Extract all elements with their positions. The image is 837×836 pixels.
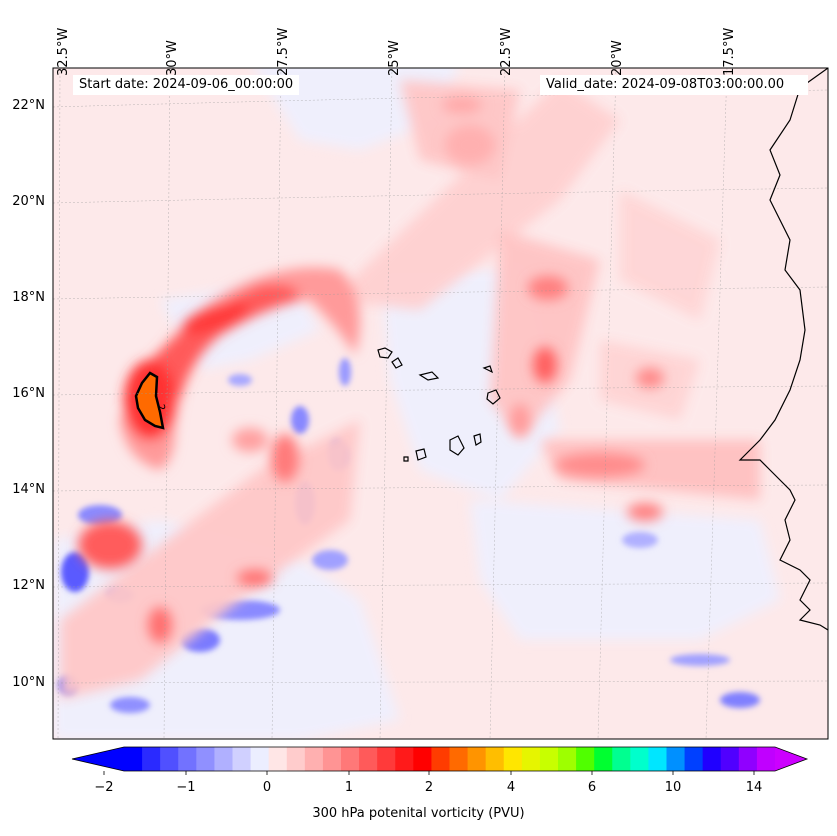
colorbar-tick-label: −1 — [176, 780, 196, 795]
colorbar-tick-label: 6 — [587, 780, 597, 795]
start-date-label: Start date: 2024-09-06_00:00:00 — [73, 75, 300, 95]
colorbar-tick-label: 4 — [506, 780, 516, 795]
colorbar-cell — [467, 747, 487, 771]
colorbar-cell — [395, 747, 414, 771]
colorbar — [71, 746, 809, 775]
colorbar-cell — [304, 747, 324, 771]
lat-label: 20°N — [12, 194, 45, 209]
colorbar-cell — [413, 747, 433, 771]
colorbar-cell — [377, 747, 396, 771]
lon-label: 22.5°W — [499, 27, 514, 76]
colorbar-cell — [449, 747, 469, 771]
colorbar-cell — [738, 747, 758, 771]
colorbar-cell — [250, 747, 270, 771]
colorbar-cell — [648, 747, 668, 771]
colorbar-cell — [232, 747, 252, 771]
lon-label: 17.5°W — [722, 27, 737, 76]
lon-label: 32.5°W — [56, 27, 71, 76]
pv-2-contour — [134, 371, 165, 430]
lat-label: 22°N — [12, 98, 45, 113]
colorbar-tick-label: 10 — [664, 780, 682, 795]
colorbar-cell — [756, 747, 776, 771]
colorbar-cell — [720, 747, 740, 771]
colorbar-tick-label: 2 — [424, 780, 434, 795]
colorbar-cell — [684, 747, 704, 771]
colorbar-tick-label: −2 — [94, 780, 114, 795]
lon-label: 30°W — [165, 40, 180, 76]
colorbar-cell — [268, 747, 288, 771]
lat-label: 16°N — [12, 386, 45, 401]
pv-field: 2 — [53, 68, 828, 739]
colorbar-cell — [576, 747, 595, 771]
lat-label: 18°N — [12, 290, 45, 305]
colorbar-cell — [431, 747, 451, 771]
colorbar-cell — [702, 747, 722, 771]
lat-label: 10°N — [12, 675, 45, 690]
lon-label: 25°W — [387, 40, 402, 76]
colorbar-tick-label: 1 — [344, 780, 354, 795]
colorbar-cells — [71, 746, 809, 775]
colorbar-cell — [214, 747, 234, 771]
valid-date-label: Valid_date: 2024-09-08T03:00:00.00 — [540, 75, 808, 95]
lat-label: 12°N — [12, 578, 45, 593]
colorbar-cell — [594, 747, 613, 771]
colorbar-outline — [71, 746, 809, 772]
colorbar-cell — [341, 747, 360, 771]
colorbar-cell — [612, 747, 631, 771]
colorbar-tick-label: 14 — [745, 780, 763, 795]
colorbar-cell — [485, 747, 505, 771]
colorbar-cell — [124, 747, 143, 771]
colorbar-cell — [359, 747, 378, 771]
colorbar-cell — [521, 747, 541, 771]
lat-label: 14°N — [12, 482, 45, 497]
colorbar-cell — [503, 747, 523, 771]
colorbar-title: 300 hPa potenital vorticity (PVU) — [312, 806, 525, 821]
colorbar-cell — [322, 747, 342, 771]
colorbar-over-arrow — [775, 747, 807, 771]
contour-label: 2 — [154, 403, 166, 411]
colorbar-cell — [286, 747, 306, 771]
colorbar-cell — [630, 747, 650, 771]
colorbar-under-arrow — [72, 747, 124, 771]
colorbar-tick-label: 0 — [262, 780, 272, 795]
colorbar-cell — [539, 747, 559, 771]
colorbar-cell — [196, 747, 216, 771]
colorbar-cell — [142, 747, 161, 771]
colorbar-cell — [666, 747, 686, 771]
lon-label: 27.5°W — [276, 27, 291, 76]
lon-label: 20°W — [610, 40, 625, 76]
coastlines — [377, 68, 828, 631]
colorbar-cell — [160, 747, 179, 771]
colorbar-cell — [558, 747, 577, 771]
colorbar-cell — [178, 747, 197, 771]
